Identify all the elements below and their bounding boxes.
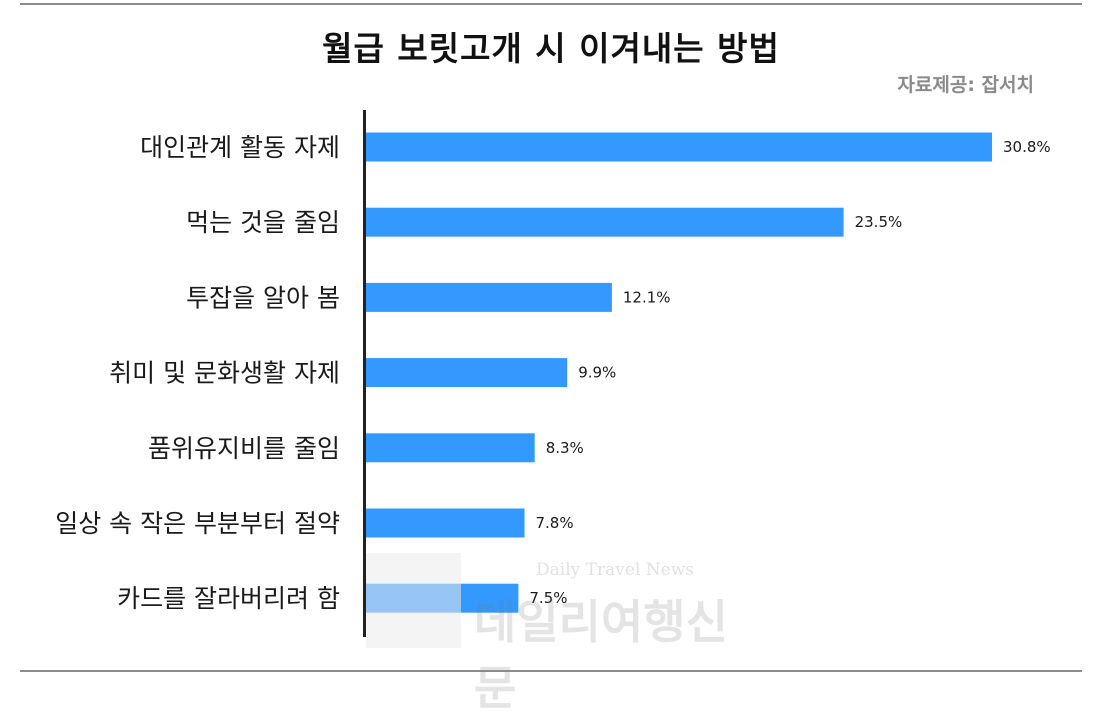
- bar-3: [366, 282, 612, 312]
- category-label-3: 투잡을 알아 봄: [186, 283, 340, 312]
- bar-7: [366, 583, 519, 613]
- bar-6: [366, 508, 525, 538]
- category-label-6: 일상 속 작은 부분부터 절약: [55, 509, 340, 538]
- bar-2: [366, 207, 844, 237]
- value-label-6: 7.8%: [536, 514, 574, 532]
- category-label-7: 카드를 잘라버리려 함: [117, 584, 340, 613]
- bar-chart: 대인관계 활동 자제 30.8% 먹는 것을 줄임 23.5% 투잡을 알아 봄 12.1…: [55, 110, 1051, 637]
- category-label-4: 취미 및 문화생활 자제: [109, 359, 340, 388]
- category-label-1: 대인관계 활동 자제: [140, 133, 340, 162]
- chart-title: 월급 보릿고개 시 이겨내는 방법: [322, 29, 780, 68]
- value-label-4: 9.9%: [578, 364, 616, 382]
- bar-4: [366, 358, 568, 388]
- value-label-7: 7.5%: [529, 589, 567, 607]
- category-label-5: 품위유지비를 줄임: [148, 434, 340, 463]
- category-label-2: 먹는 것을 줄임: [186, 208, 340, 237]
- bar-1: [366, 132, 992, 162]
- value-label-5: 8.3%: [546, 439, 584, 457]
- value-label-2: 23.5%: [855, 213, 903, 231]
- value-label-3: 12.1%: [623, 288, 671, 306]
- source-credit: 자료제공: 잡서치: [897, 74, 1034, 96]
- top-rule: [20, 3, 1082, 5]
- bottom-rule: [20, 670, 1082, 672]
- value-label-1: 30.8%: [1003, 138, 1051, 156]
- bar-5: [366, 433, 535, 463]
